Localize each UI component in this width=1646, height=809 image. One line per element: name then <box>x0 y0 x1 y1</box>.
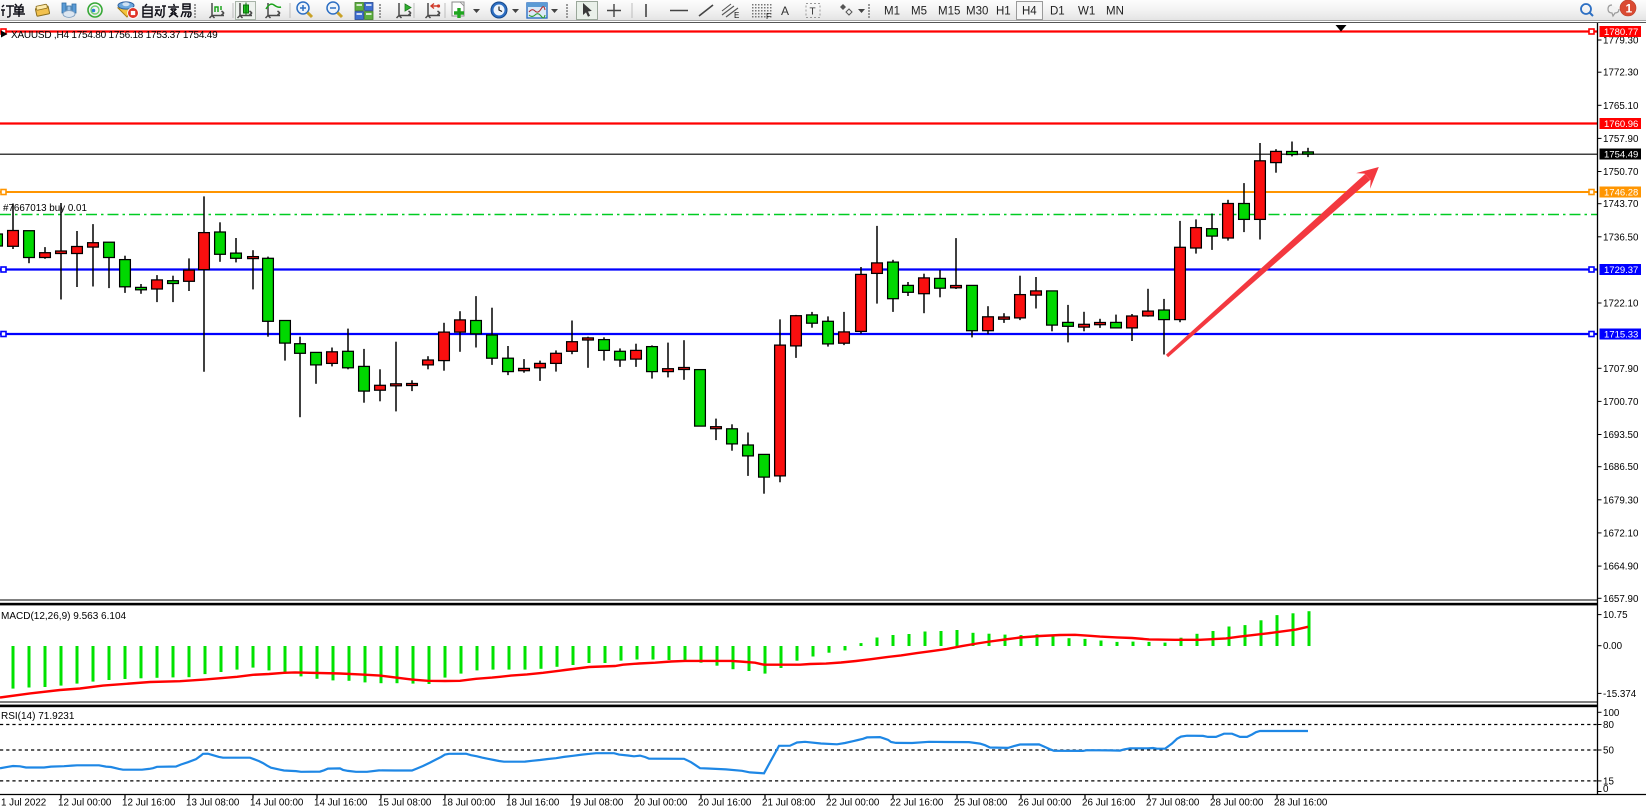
svg-text:20 Jul 00:00: 20 Jul 00:00 <box>634 798 688 809</box>
svg-text:1672.10: 1672.10 <box>1603 528 1639 539</box>
svg-text:14 Jul 00:00: 14 Jul 00:00 <box>250 798 304 809</box>
svg-text:1 Jul 2022: 1 Jul 2022 <box>1 798 46 809</box>
svg-text:15: 15 <box>1603 776 1614 787</box>
svg-text:F: F <box>766 12 771 21</box>
svg-text:18 Jul 00:00: 18 Jul 00:00 <box>442 798 496 809</box>
svg-text:MACD(12,26,9) 9.563 6.104: MACD(12,26,9) 9.563 6.104 <box>1 611 127 622</box>
svg-text:10.75: 10.75 <box>1603 610 1628 621</box>
svg-text:MN: MN <box>1106 6 1124 18</box>
svg-text:1772.30: 1772.30 <box>1603 68 1639 79</box>
svg-text:12 Jul 00:00: 12 Jul 00:00 <box>58 798 112 809</box>
svg-text:1743.70: 1743.70 <box>1603 199 1639 210</box>
svg-text:22 Jul 16:00: 22 Jul 16:00 <box>890 798 944 809</box>
svg-text:1736.50: 1736.50 <box>1603 232 1639 243</box>
svg-text:M30: M30 <box>966 6 988 18</box>
svg-text:25 Jul 08:00: 25 Jul 08:00 <box>954 798 1008 809</box>
svg-text:1657.90: 1657.90 <box>1603 594 1639 605</box>
svg-text:A: A <box>781 4 789 18</box>
svg-text:1686.50: 1686.50 <box>1603 462 1639 473</box>
svg-text:E: E <box>734 11 739 20</box>
svg-text:1693.50: 1693.50 <box>1603 430 1639 441</box>
svg-text:1679.30: 1679.30 <box>1603 495 1639 506</box>
svg-text:RSI(14) 71.9231: RSI(14) 71.9231 <box>1 711 75 722</box>
svg-text:1729.37: 1729.37 <box>1604 265 1638 276</box>
svg-text:14 Jul 16:00: 14 Jul 16:00 <box>314 798 368 809</box>
svg-text:26 Jul 00:00: 26 Jul 00:00 <box>1018 798 1072 809</box>
svg-text:W1: W1 <box>1078 6 1095 18</box>
svg-text:1750.70: 1750.70 <box>1603 167 1639 178</box>
svg-text:1765.10: 1765.10 <box>1603 101 1639 112</box>
svg-text:H1: H1 <box>996 6 1011 18</box>
svg-text:26 Jul 16:00: 26 Jul 16:00 <box>1082 798 1136 809</box>
svg-text:1779.30: 1779.30 <box>1603 36 1639 47</box>
svg-text:0.00: 0.00 <box>1603 641 1623 652</box>
svg-text:28 Jul 00:00: 28 Jul 00:00 <box>1210 798 1264 809</box>
svg-text:1715.33: 1715.33 <box>1604 330 1638 341</box>
svg-text:100: 100 <box>1603 708 1620 719</box>
svg-text:-15.374: -15.374 <box>1603 689 1637 700</box>
svg-text:1722.10: 1722.10 <box>1603 299 1639 310</box>
svg-text:1: 1 <box>1626 2 1633 16</box>
svg-text:80: 80 <box>1603 720 1614 731</box>
svg-text:1780.77: 1780.77 <box>1604 27 1638 38</box>
svg-text:12 Jul 16:00: 12 Jul 16:00 <box>122 798 176 809</box>
svg-text:21 Jul 08:00: 21 Jul 08:00 <box>762 798 816 809</box>
svg-text:H4: H4 <box>1022 6 1037 18</box>
svg-text:50: 50 <box>1603 746 1614 757</box>
svg-text:1746.28: 1746.28 <box>1604 188 1638 199</box>
svg-text:#7667013 buy 0.01: #7667013 buy 0.01 <box>3 203 87 214</box>
svg-text:27 Jul 08:00: 27 Jul 08:00 <box>1146 798 1200 809</box>
svg-text:13 Jul 08:00: 13 Jul 08:00 <box>186 798 240 809</box>
svg-text:18 Jul 16:00: 18 Jul 16:00 <box>506 798 560 809</box>
svg-text:XAUUSD ,H4 1754.80 1756.18 17: XAUUSD ,H4 1754.80 1756.18 1753.37 1754.… <box>11 30 218 41</box>
svg-text:1700.70: 1700.70 <box>1603 397 1639 408</box>
svg-text:T: T <box>810 7 816 18</box>
svg-text:M1: M1 <box>884 6 900 18</box>
svg-text:1760.96: 1760.96 <box>1604 119 1638 130</box>
svg-text:28 Jul 16:00: 28 Jul 16:00 <box>1274 798 1328 809</box>
svg-text:1757.90: 1757.90 <box>1603 134 1639 145</box>
svg-text:0: 0 <box>1603 784 1609 795</box>
svg-text:D1: D1 <box>1050 6 1065 18</box>
svg-text:1754.49: 1754.49 <box>1604 150 1638 161</box>
svg-text:1707.90: 1707.90 <box>1603 364 1639 375</box>
svg-text:1664.90: 1664.90 <box>1603 562 1639 573</box>
svg-text:19 Jul 08:00: 19 Jul 08:00 <box>570 798 624 809</box>
svg-text:15 Jul 08:00: 15 Jul 08:00 <box>378 798 432 809</box>
svg-text:20 Jul 16:00: 20 Jul 16:00 <box>698 798 752 809</box>
svg-text:M5: M5 <box>911 6 927 18</box>
svg-text:M15: M15 <box>938 6 960 18</box>
svg-text:22 Jul 00:00: 22 Jul 00:00 <box>826 798 880 809</box>
